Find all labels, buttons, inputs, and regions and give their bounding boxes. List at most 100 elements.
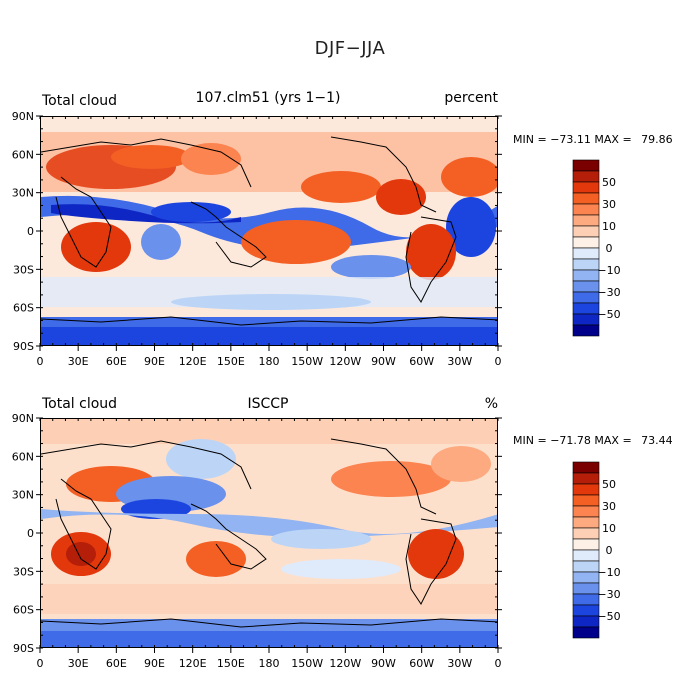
panel1-min-value: −73.11 [550, 133, 591, 146]
colorbar-label: 0 [606, 544, 613, 557]
panel1-max-value: 79.86 [641, 133, 673, 146]
colorbar-swatch [572, 472, 600, 485]
panel1-max-label: MAX = [594, 133, 632, 146]
colorbar-label: 50 [602, 176, 616, 189]
lon-tick-label: 120W [329, 355, 361, 368]
panel1-map [40, 116, 498, 346]
colorbar-label: −10 [597, 566, 620, 579]
lon-tick-label: 120W [329, 657, 361, 670]
panel1-variable-label: Total cloud [42, 93, 118, 109]
colorbar-swatch [572, 192, 600, 205]
colorbar-swatch [572, 571, 600, 584]
colorbar-swatch [572, 214, 600, 227]
lon-tick-label: 0 [495, 355, 502, 368]
lat-tick-label: 60S [13, 604, 34, 617]
panel1-case-label: 107.clm51 (yrs 1−1) [195, 90, 341, 106]
panel1-min-label: MIN = [513, 133, 547, 146]
lon-tick-label: 90W [371, 355, 396, 368]
lon-tick-label: 180 [259, 355, 280, 368]
colorbar-swatch [572, 159, 600, 172]
lon-tick-label: 120E [179, 657, 207, 670]
lon-tick-label: 0 [37, 657, 44, 670]
lat-tick-label: 90S [13, 642, 34, 655]
panel2-case-label: ISCCP [247, 396, 289, 412]
colorbar-swatch [572, 516, 600, 529]
colorbar-swatch [572, 313, 600, 326]
lon-tick-label: 30W [447, 355, 472, 368]
colorbar-swatch [572, 225, 600, 238]
colorbar-swatch [572, 170, 600, 183]
colorbar-swatch [572, 626, 600, 639]
colorbar-label: −50 [597, 610, 620, 623]
lon-tick-label: 0 [495, 657, 502, 670]
panel2-units-label: % [484, 396, 498, 412]
lon-tick-label: 150W [291, 657, 323, 670]
colorbar-swatch [572, 538, 600, 551]
panel1-units-label: percent [444, 90, 498, 106]
lon-tick-label: 60E [106, 355, 127, 368]
lat-tick-label: 0 [27, 225, 34, 238]
colorbar-swatch [572, 505, 600, 518]
colorbar-label: 0 [606, 242, 613, 255]
lat-tick-label: 30N [12, 187, 34, 200]
panel2-max-label: MAX = [594, 434, 632, 447]
colorbar-swatch [572, 247, 600, 260]
panel2-variable-label: Total cloud [42, 396, 118, 412]
lon-tick-label: 120E [179, 355, 207, 368]
colorbar-label: −10 [597, 264, 620, 277]
panel2-min-label: MIN = [513, 434, 547, 447]
lon-tick-label: 30E [68, 657, 89, 670]
panel2-max-value: 73.44 [641, 434, 673, 447]
lon-tick-label: 90E [144, 657, 165, 670]
lon-tick-label: 150W [291, 355, 323, 368]
colorbar-swatch [572, 302, 600, 315]
lon-tick-label: 60E [106, 657, 127, 670]
panel1-minmax: MIN = −73.11 MAX = 79.86 [513, 134, 673, 145]
lat-tick-label: 60N [12, 450, 34, 463]
colorbar-label: 30 [602, 500, 616, 513]
lat-tick-label: 0 [27, 527, 34, 540]
lon-tick-label: 90E [144, 355, 165, 368]
lon-tick-label: 30W [447, 657, 472, 670]
lat-tick-label: 30N [12, 489, 34, 502]
lon-tick-label: 60W [409, 657, 434, 670]
colorbar-swatch [572, 483, 600, 496]
colorbar-swatch [572, 181, 600, 194]
colorbar-swatch [572, 560, 600, 573]
colorbar-swatch [572, 582, 600, 595]
lat-tick-label: 90N [12, 412, 34, 425]
colorbar-swatch [572, 236, 600, 249]
colorbar-label: −50 [597, 308, 620, 321]
panel2-minmax: MIN = −71.78 MAX = 73.44 [513, 435, 673, 446]
lat-tick-label: 60S [13, 302, 34, 315]
colorbar-swatch [572, 615, 600, 628]
lon-tick-label: 90W [371, 657, 396, 670]
colorbar-swatch [572, 269, 600, 282]
lat-tick-label: 90S [13, 340, 34, 353]
panel2-min-value: −71.78 [550, 434, 591, 447]
colorbar-swatch [572, 291, 600, 304]
colorbar-swatch [572, 258, 600, 271]
colorbar-swatch [572, 527, 600, 540]
lon-tick-label: 150E [217, 355, 245, 368]
lon-tick-label: 30E [68, 355, 89, 368]
colorbar-swatch [572, 461, 600, 474]
colorbar-label: 10 [602, 220, 616, 233]
lat-tick-label: 30S [13, 565, 34, 578]
colorbar-swatch [572, 203, 600, 216]
lon-tick-label: 180 [259, 657, 280, 670]
colorbar-swatch [572, 593, 600, 606]
colorbar-label: 50 [602, 478, 616, 491]
colorbar-label: 30 [602, 198, 616, 211]
colorbar-label: −30 [597, 286, 620, 299]
colorbar-swatch [572, 549, 600, 562]
colorbar-label: 10 [602, 522, 616, 535]
colorbar-swatch [572, 494, 600, 507]
lat-tick-label: 30S [13, 263, 34, 276]
lat-tick-label: 60N [12, 148, 34, 161]
panel2-map [40, 418, 498, 648]
figure-title: DJF−JJA [314, 38, 386, 59]
lon-tick-label: 60W [409, 355, 434, 368]
colorbar-swatch [572, 280, 600, 293]
